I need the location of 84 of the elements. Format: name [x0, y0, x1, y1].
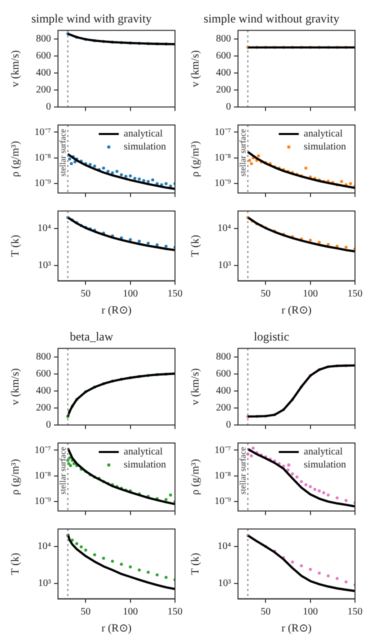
y-axis-title: v (km/s)	[9, 50, 22, 88]
y-tick-label: 200	[216, 402, 231, 414]
y-tick-label: 10⁻⁷	[34, 126, 52, 138]
x-axis-title: r (R⊙)	[281, 304, 312, 316]
x-tick-label: 50	[260, 288, 271, 300]
chart-title: logistic	[254, 329, 290, 344]
y-tick-label: 10⁴	[218, 541, 232, 552]
x-axis-title: r (R⊙)	[281, 622, 312, 634]
y-tick-label: 800	[216, 352, 231, 363]
y-tick-label: 200	[216, 84, 231, 96]
ref-line-label: stellar surface	[238, 446, 248, 494]
y-tick-label: 200	[36, 84, 51, 96]
y-axis-title: v (km/s)	[9, 368, 22, 406]
x-tick-label: 150	[168, 288, 182, 300]
y-tick-label: 10⁴	[38, 541, 52, 552]
y-tick-label: 600	[36, 368, 51, 380]
chart-title: simple wind without gravity	[204, 11, 340, 26]
y-tick-label: 200	[36, 402, 51, 414]
y-tick-label: 10⁻⁷	[214, 444, 232, 456]
y-axis-title: T (k)	[9, 234, 22, 257]
y-tick-label: 10⁻⁹	[214, 496, 232, 508]
y-tick-label: 10⁻⁸	[214, 470, 232, 482]
y-axis-title: v (km/s)	[189, 50, 202, 88]
y-tick-label: 0	[46, 420, 51, 431]
y-tick-label: 800	[216, 34, 231, 45]
y-tick-label: 0	[226, 420, 231, 431]
x-axis-title: r (R⊙)	[101, 622, 132, 634]
x-tick-label: 150	[348, 606, 362, 618]
x-tick-label: 100	[302, 606, 318, 618]
y-axis-title: ρ (g/m³)	[9, 140, 22, 177]
y-axis-title: ρ (g/m³)	[189, 458, 202, 495]
chart-title: beta_law	[70, 329, 114, 344]
y-tick-label: 10³	[38, 578, 51, 589]
y-tick-label: 10⁻⁹	[214, 178, 232, 190]
x-tick-label: 150	[168, 606, 182, 618]
y-tick-label: 400	[36, 386, 51, 397]
legend-label: analytical	[304, 446, 343, 458]
y-tick-label: 10⁻⁹	[34, 496, 52, 508]
x-axis-title: r (R⊙)	[101, 304, 132, 316]
y-tick-label: 400	[216, 68, 231, 79]
x-tick-label: 50	[80, 288, 91, 300]
y-axis-title: ρ (g/m³)	[9, 458, 22, 495]
x-tick-label: 100	[302, 288, 318, 300]
x-tick-label: 100	[122, 288, 138, 300]
legend-label: analytical	[304, 128, 343, 140]
ref-line-label: stellar surface	[238, 128, 248, 176]
ref-line-label: stellar surface	[58, 128, 68, 176]
y-tick-label: 10⁻⁷	[34, 444, 52, 456]
y-tick-label: 10⁻⁸	[214, 152, 232, 164]
y-tick-label: 0	[46, 102, 51, 113]
y-axis-title: ρ (g/m³)	[189, 140, 202, 177]
y-tick-label: 10³	[38, 260, 51, 271]
y-tick-label: 400	[36, 68, 51, 79]
y-tick-label: 600	[216, 368, 231, 380]
legend-label: analytical	[124, 128, 163, 140]
ref-line-label: stellar surface	[58, 446, 68, 494]
legend-label: simulation	[304, 142, 346, 153]
x-tick-label: 150	[348, 288, 362, 300]
y-tick-label: 10⁻⁷	[214, 126, 232, 138]
legend-label: analytical	[124, 446, 163, 458]
legend-label: simulation	[304, 460, 346, 471]
y-tick-label: 600	[36, 50, 51, 62]
y-axis-title: T (k)	[9, 552, 22, 575]
y-tick-label: 10⁴	[38, 223, 52, 234]
y-axis-title: T (k)	[189, 552, 202, 575]
y-axis-title: v (km/s)	[189, 368, 202, 406]
y-tick-label: 600	[216, 50, 231, 62]
y-tick-label: 400	[216, 386, 231, 397]
x-tick-label: 50	[260, 606, 271, 618]
y-tick-label: 800	[36, 352, 51, 363]
y-tick-label: 800	[36, 34, 51, 45]
y-tick-label: 10⁻⁸	[34, 152, 52, 164]
y-tick-label: 10⁴	[218, 223, 232, 234]
y-axis-title: T (k)	[189, 234, 202, 257]
legend-label: simulation	[124, 460, 166, 471]
x-tick-label: 50	[80, 606, 91, 618]
chart-title: simple wind with gravity	[31, 11, 152, 26]
legend-label: simulation	[124, 142, 166, 153]
y-tick-label: 0	[226, 102, 231, 113]
y-tick-label: 10⁻⁹	[34, 178, 52, 190]
x-tick-label: 100	[122, 606, 138, 618]
y-tick-label: 10⁻⁸	[34, 470, 52, 482]
y-tick-label: 10³	[218, 260, 231, 271]
y-tick-label: 10³	[218, 578, 231, 589]
